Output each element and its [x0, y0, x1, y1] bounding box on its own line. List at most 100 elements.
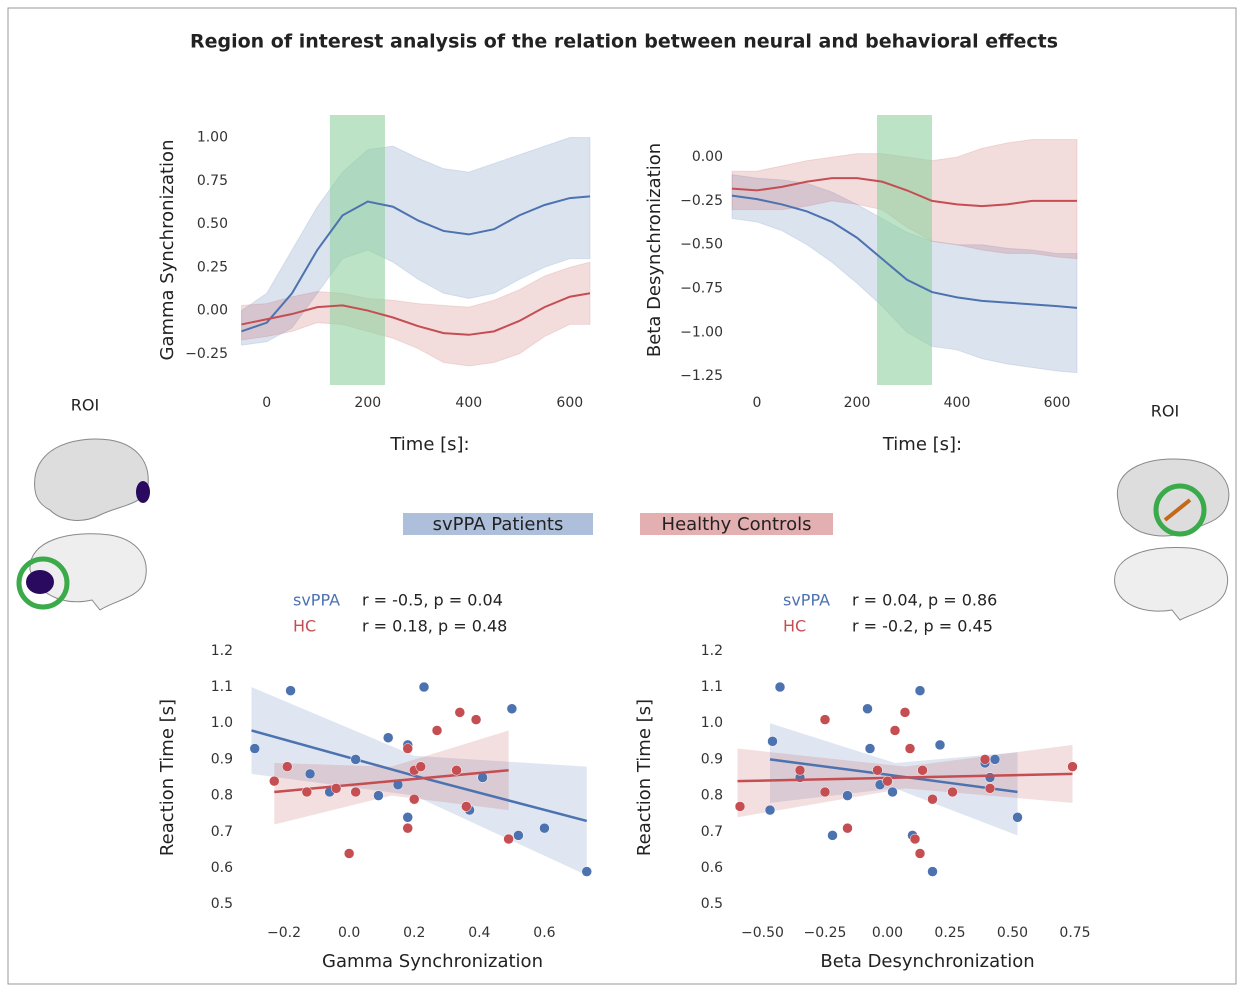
y-tick-label: −1.25	[680, 368, 723, 384]
stats-text: r = -0.5, p = 0.04	[362, 591, 503, 610]
x-tick-label: 0.00	[872, 925, 903, 941]
fit-line	[251, 729, 588, 823]
y-tick-label: −0.25	[185, 346, 228, 362]
legend-label: svPPA Patients	[433, 514, 564, 535]
point	[418, 681, 430, 693]
y-tick-label: 0.75	[197, 173, 228, 189]
y-axis-label: Beta Desynchronization	[644, 143, 665, 357]
x-tick-label: 600	[1044, 395, 1071, 411]
point	[827, 830, 838, 841]
x-tick-label: 0.4	[468, 925, 490, 941]
y-tick-label: −0.50	[680, 237, 723, 253]
x-axis-label: Gamma Synchronization	[322, 951, 543, 972]
y-tick-label: 0.6	[211, 860, 233, 876]
y-tick-label: 0.50	[197, 216, 228, 232]
point	[461, 801, 472, 812]
point	[301, 786, 313, 798]
y-tick-label: 0.9	[701, 751, 723, 767]
point	[350, 786, 361, 798]
point	[889, 725, 901, 736]
point	[350, 754, 361, 765]
point	[917, 765, 928, 776]
point	[914, 685, 926, 696]
point	[947, 786, 958, 798]
title: Region of interest analysis of the relat…	[190, 31, 1058, 53]
x-tick-label: 0.2	[403, 925, 425, 941]
fit-band	[274, 730, 509, 825]
point	[373, 790, 384, 801]
roi-label: ROI	[71, 396, 99, 415]
stats-text: r = 0.04, p = 0.86	[852, 591, 997, 610]
x-tick-label: 400	[944, 395, 971, 411]
point	[934, 739, 946, 751]
point	[882, 775, 893, 787]
point	[819, 714, 831, 725]
legend-swatch	[640, 513, 833, 535]
point	[402, 822, 413, 834]
point	[819, 786, 831, 798]
frame	[7, 7, 1237, 985]
stats-text: r = -0.2, p = 0.45	[852, 617, 993, 636]
fit-band	[251, 687, 587, 876]
y-axis-label: Reaction Time [s]	[157, 699, 178, 856]
x-tick-label: 0.75	[1059, 925, 1090, 941]
point	[285, 685, 296, 696]
point	[979, 754, 991, 765]
brain-right	[1114, 458, 1230, 621]
y-tick-label: 0.7	[211, 824, 233, 840]
y-tick-label: 1.0	[211, 715, 233, 731]
point	[984, 783, 996, 794]
y-tick-label: 1.00	[197, 130, 228, 146]
x-tick-label: 0.6	[533, 925, 555, 941]
point	[887, 786, 898, 798]
point	[909, 833, 921, 845]
x-tick-label: −0.25	[804, 925, 847, 941]
y-tick-label: 0.5	[211, 896, 233, 912]
point	[927, 793, 938, 805]
y-tick-label: 1.2	[211, 643, 233, 659]
mean-line	[241, 195, 591, 333]
x-axis-label: Beta Desynchronization	[820, 951, 1034, 972]
point	[927, 866, 938, 877]
y-tick-label: 0.5	[701, 896, 723, 912]
point	[330, 783, 342, 794]
point	[402, 812, 413, 823]
stats-group: HC	[293, 617, 316, 636]
x-tick-label: 0.50	[997, 925, 1028, 941]
y-tick-label: 0.6	[701, 860, 723, 876]
point	[539, 822, 550, 834]
x-tick-label: 0.0	[338, 925, 360, 941]
point	[408, 793, 420, 805]
stats-text: r = 0.18, p = 0.48	[362, 617, 507, 636]
point	[842, 790, 853, 801]
point	[581, 866, 592, 877]
point	[513, 830, 524, 841]
y-tick-label: 0.00	[692, 149, 723, 165]
y-tick-label: −0.25	[680, 193, 723, 209]
brain-left	[16, 438, 150, 611]
x-tick-label: 200	[844, 395, 871, 411]
fit-band	[770, 723, 1018, 836]
point	[402, 743, 413, 754]
point	[470, 714, 482, 725]
y-tick-label: 1.2	[701, 643, 723, 659]
point	[774, 681, 786, 693]
point	[415, 761, 427, 772]
x-tick-label: 0	[753, 395, 762, 411]
point	[249, 743, 261, 754]
point	[794, 765, 806, 776]
point	[282, 761, 293, 772]
x-tick-label: 0	[262, 395, 271, 411]
point	[503, 833, 514, 845]
point	[343, 848, 355, 859]
stats-group: svPPA	[783, 591, 830, 610]
highlight-window	[329, 115, 385, 385]
point	[1012, 812, 1023, 823]
point	[984, 772, 996, 783]
x-tick-label: 400	[455, 395, 482, 411]
y-axis-label: Reaction Time [s]	[634, 699, 655, 856]
stats-group: HC	[783, 617, 806, 636]
point	[904, 743, 916, 754]
